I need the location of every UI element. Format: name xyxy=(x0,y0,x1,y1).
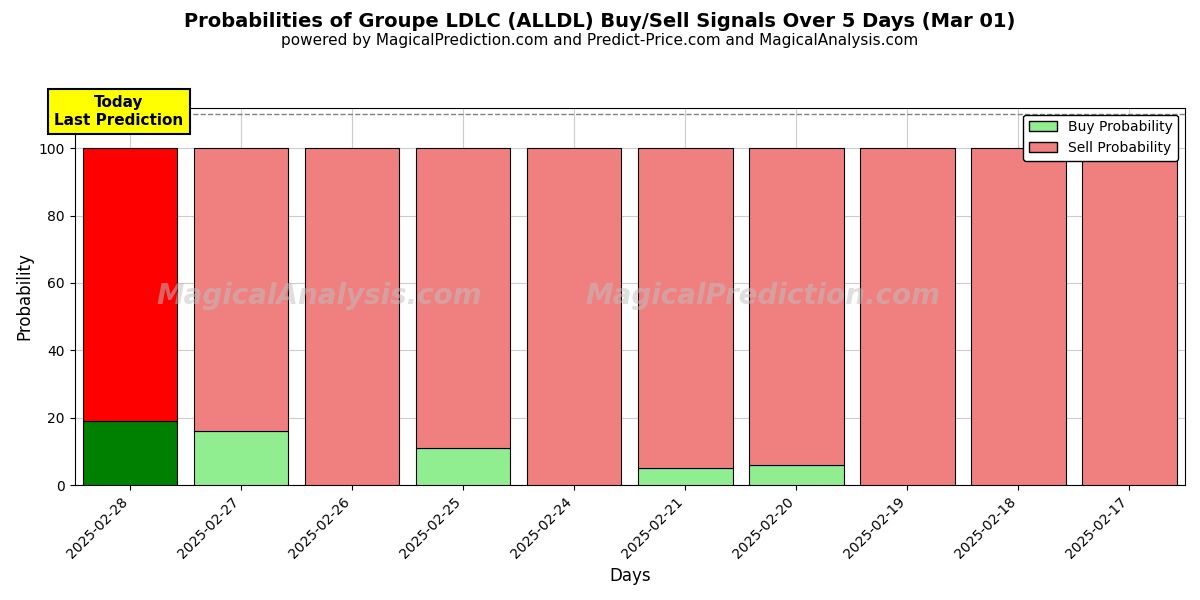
Bar xyxy=(749,148,844,465)
X-axis label: Days: Days xyxy=(610,567,650,585)
Legend: Buy Probability, Sell Probability: Buy Probability, Sell Probability xyxy=(1024,115,1178,161)
Text: powered by MagicalPrediction.com and Predict-Price.com and MagicalAnalysis.com: powered by MagicalPrediction.com and Pre… xyxy=(281,33,919,48)
Bar xyxy=(527,148,622,485)
Bar xyxy=(416,148,510,448)
Bar xyxy=(971,148,1066,485)
Bar xyxy=(860,148,955,485)
Bar xyxy=(638,469,732,485)
Bar xyxy=(194,148,288,431)
Text: MagicalAnalysis.com: MagicalAnalysis.com xyxy=(156,283,481,310)
Bar xyxy=(194,431,288,485)
Bar xyxy=(638,148,732,469)
Bar xyxy=(1082,148,1177,485)
Text: Probabilities of Groupe LDLC (ALLDL) Buy/Sell Signals Over 5 Days (Mar 01): Probabilities of Groupe LDLC (ALLDL) Buy… xyxy=(185,12,1015,31)
Bar xyxy=(83,421,178,485)
Bar xyxy=(416,448,510,485)
Bar xyxy=(749,465,844,485)
Bar xyxy=(83,148,178,421)
Y-axis label: Probability: Probability xyxy=(16,253,34,340)
Bar xyxy=(305,148,400,485)
Text: Today
Last Prediction: Today Last Prediction xyxy=(54,95,184,128)
Text: MagicalPrediction.com: MagicalPrediction.com xyxy=(586,283,941,310)
